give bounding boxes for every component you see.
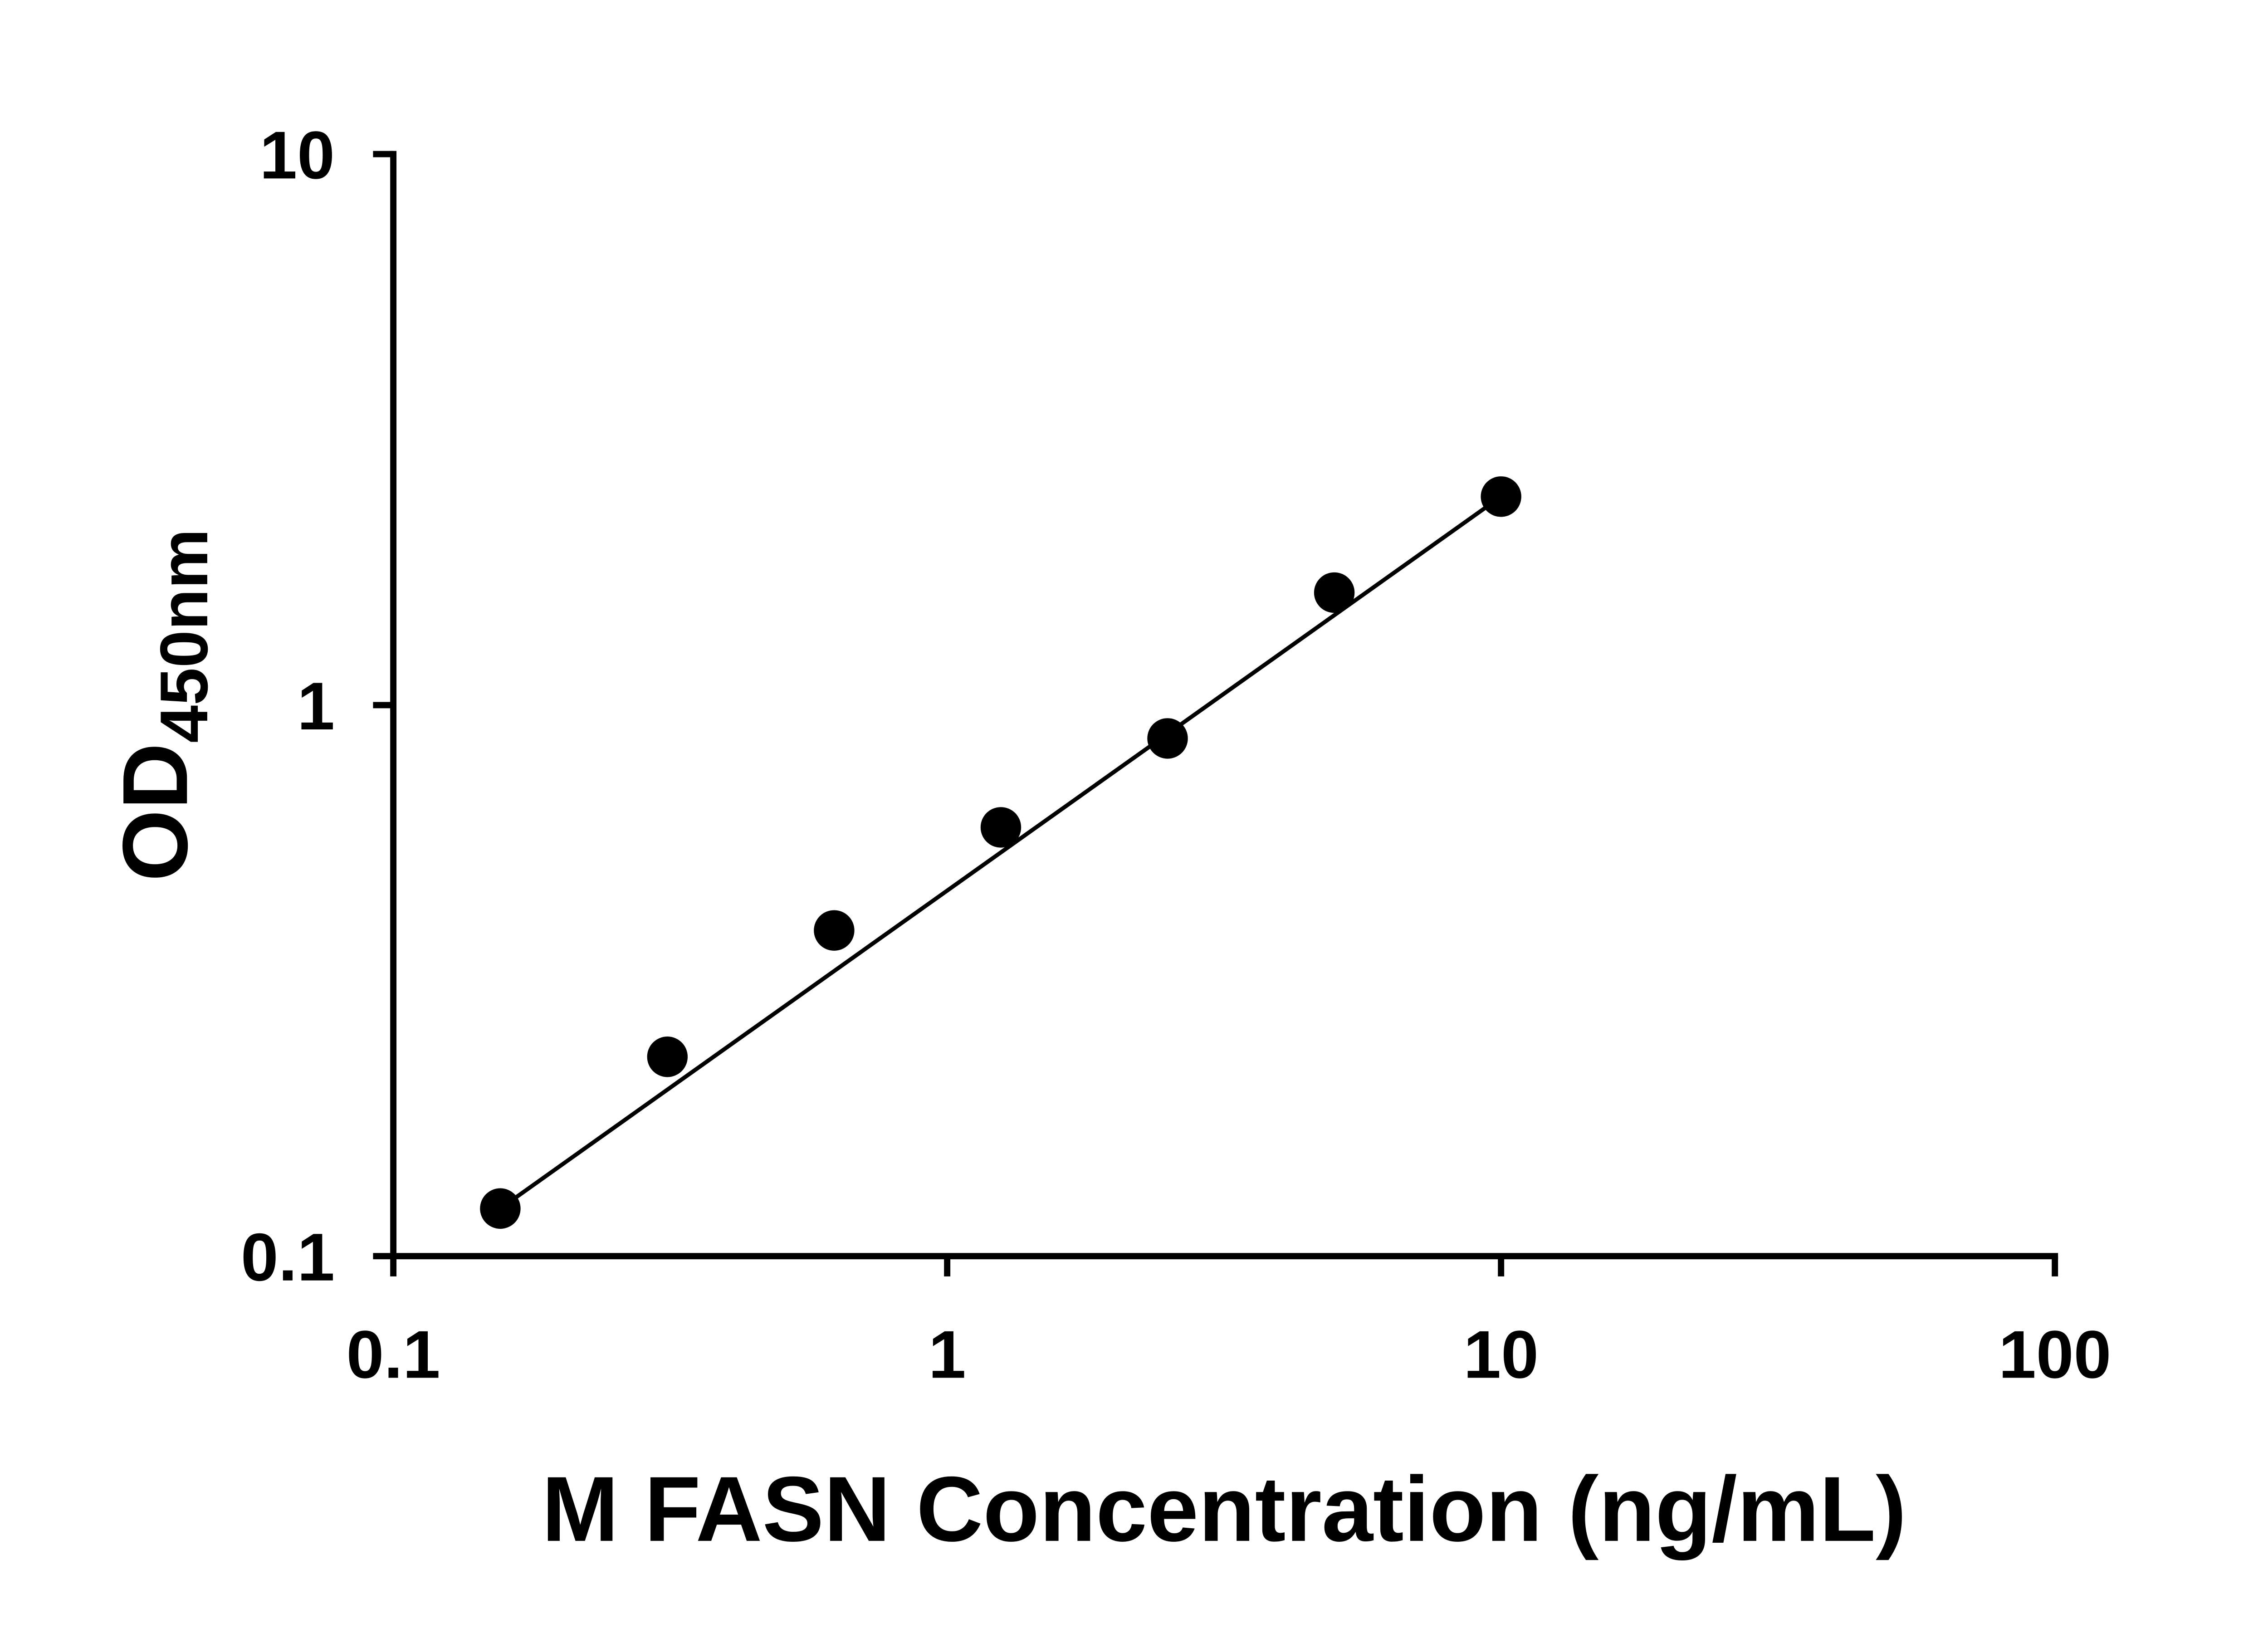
tick-labels-layer: 0.1 1 10 100 0.1 1 10 xyxy=(241,117,2112,1392)
x-tick-label: 0.1 xyxy=(347,1316,440,1392)
data-point xyxy=(980,807,1022,848)
axis-spines xyxy=(390,151,2058,1260)
y-tick-label: 1 xyxy=(297,668,335,744)
y-tick-label: 10 xyxy=(259,117,335,193)
y-tick-label: 0.1 xyxy=(241,1219,335,1295)
data-point xyxy=(647,1037,688,1077)
y-axis-title-main: OD xyxy=(104,743,207,881)
y-axis-title-subscript: 450nm xyxy=(146,529,222,743)
data-point xyxy=(814,910,855,951)
data-point xyxy=(1481,476,1521,517)
axes-layer xyxy=(390,151,2058,1260)
x-tick-label: 10 xyxy=(1463,1316,1539,1392)
data-point xyxy=(480,1188,521,1229)
trend-line xyxy=(499,495,1502,1210)
x-axis-title: M FASN Concentration (ng/mL) xyxy=(542,1458,1906,1561)
x-tick-label: 100 xyxy=(1999,1316,2112,1392)
ticks-layer xyxy=(373,151,2058,1276)
data-layer xyxy=(480,476,1521,1229)
data-point xyxy=(1147,718,1188,759)
y-axis-title: OD450nm xyxy=(104,529,222,881)
x-tick-label: 1 xyxy=(929,1316,966,1392)
data-point xyxy=(1314,572,1355,613)
